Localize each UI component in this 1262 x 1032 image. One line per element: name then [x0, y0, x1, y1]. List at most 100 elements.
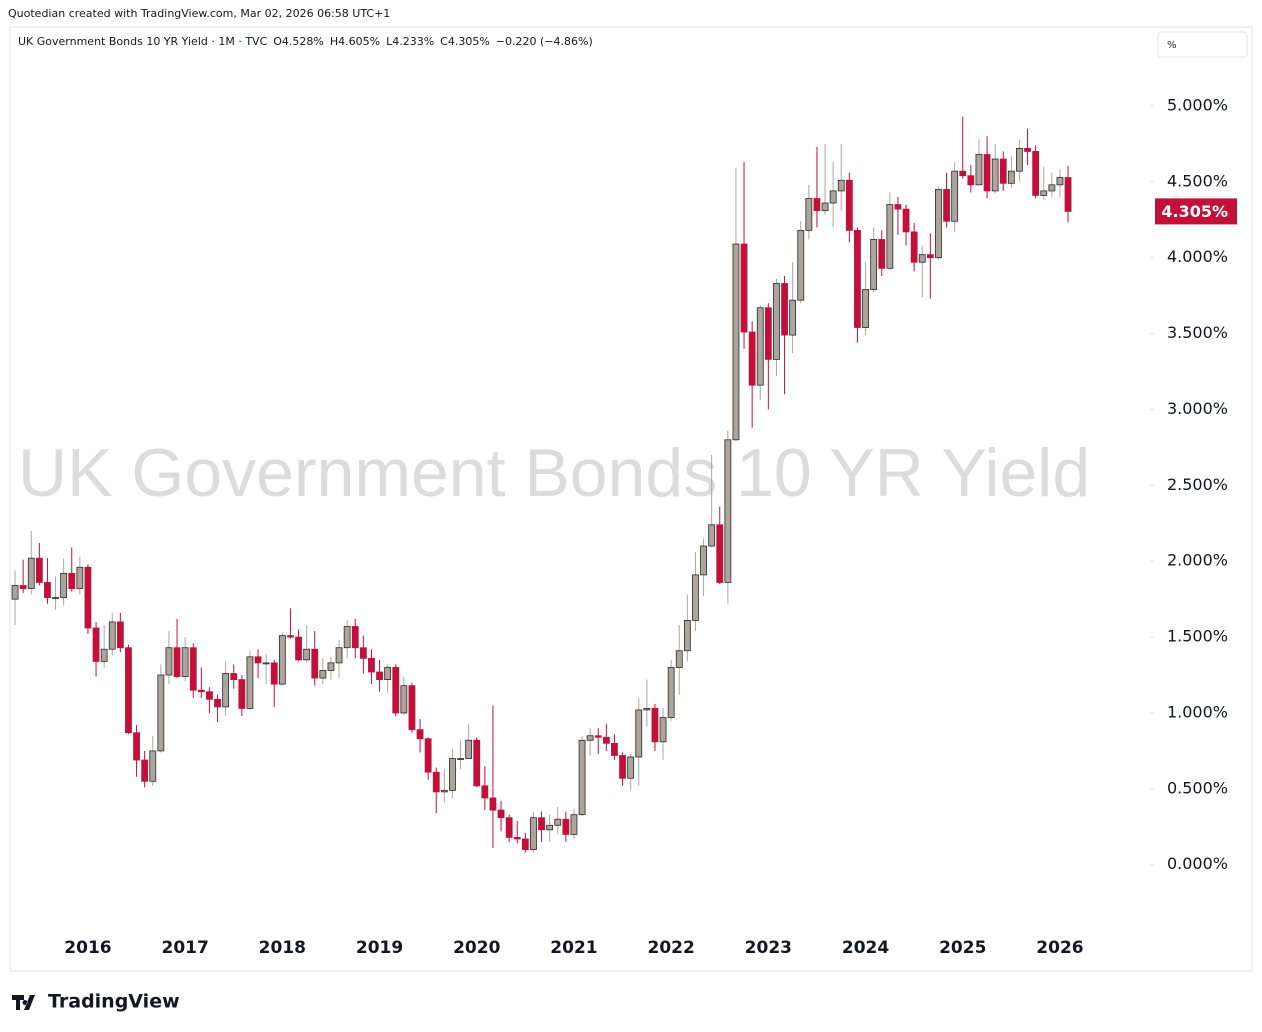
- candle-body: [1032, 151, 1040, 196]
- candle-body: [432, 771, 440, 793]
- candle-body: [967, 175, 975, 186]
- candle-body: [505, 817, 513, 838]
- y-tick-label: 4.000%: [1167, 247, 1228, 266]
- candle-body: [19, 585, 27, 589]
- y-tick-label: 4.500%: [1167, 171, 1228, 190]
- candle-body: [837, 179, 845, 192]
- candle-body: [659, 717, 667, 743]
- y-tick-label: 3.500%: [1167, 323, 1228, 342]
- candle-body: [440, 789, 448, 793]
- candle-body: [821, 202, 829, 212]
- x-tick-label: 2019: [356, 938, 403, 958]
- candle-body: [173, 647, 181, 677]
- last-price-label: 4.305%: [1161, 202, 1228, 221]
- legend-value: O4.528%: [273, 35, 324, 48]
- candle-body: [611, 742, 618, 756]
- candle-body: [740, 243, 748, 333]
- brand: TradingView: [48, 991, 180, 1013]
- candle-body: [667, 667, 675, 718]
- y-tick-label: 3.000%: [1167, 399, 1228, 418]
- candle-body: [797, 229, 805, 301]
- candle-body: [84, 566, 92, 629]
- candle-body: [189, 647, 197, 691]
- candle-body: [530, 817, 537, 850]
- candle-body: [246, 656, 254, 709]
- candle-body: [287, 635, 294, 638]
- candle-body: [781, 283, 788, 336]
- candle-body: [918, 254, 926, 263]
- candle-body: [635, 709, 643, 758]
- candle-body: [716, 524, 724, 583]
- candle-body: [262, 662, 270, 665]
- candle-body: [116, 621, 124, 649]
- candle-body: [424, 738, 432, 773]
- candle-body: [473, 739, 481, 787]
- x-tick-label: 2025: [939, 938, 986, 958]
- candle-body: [68, 572, 76, 589]
- candle-body: [1056, 177, 1064, 186]
- candle-body: [416, 729, 424, 740]
- candle-body: [489, 797, 497, 811]
- candle-body: [319, 670, 327, 679]
- candle-body: [943, 188, 950, 222]
- unit-button[interactable]: [1157, 31, 1248, 58]
- candle-body: [303, 648, 311, 661]
- x-tick-label: 2022: [647, 938, 694, 958]
- candle-body: [983, 154, 991, 192]
- y-tick-label: 0.000%: [1167, 854, 1228, 873]
- candle-body: [902, 208, 910, 233]
- candle-body: [1064, 177, 1072, 212]
- candle-body: [497, 809, 505, 819]
- x-tick-label: 2020: [453, 938, 500, 958]
- candle-body: [1048, 184, 1056, 192]
- candle-body: [1040, 190, 1048, 196]
- candle-body: [1024, 148, 1031, 152]
- y-tick-label: 5.000%: [1167, 95, 1228, 114]
- unit-button-label[interactable]: %: [1167, 40, 1177, 51]
- candle-body: [764, 307, 772, 360]
- candle-body: [311, 648, 319, 679]
- y-tick-label: 0.500%: [1167, 778, 1228, 797]
- candle-body: [449, 758, 456, 791]
- y-tick-label: 2.000%: [1167, 551, 1228, 570]
- x-tick-label: 2017: [161, 938, 208, 958]
- candle-body: [1007, 170, 1015, 184]
- candle-body: [408, 685, 416, 731]
- legend-change: −0.220 (−4.86%): [496, 35, 593, 48]
- candle-body: [157, 674, 165, 752]
- candle-body: [602, 736, 610, 744]
- candle-body: [813, 198, 821, 212]
- candle-body: [805, 198, 813, 231]
- x-tick-label: 2024: [842, 938, 889, 958]
- legend-value: H4.605%: [330, 35, 380, 48]
- candle-body: [999, 158, 1007, 184]
- candle-body: [951, 170, 959, 222]
- candle-body: [708, 524, 716, 547]
- candle-body: [675, 650, 683, 668]
- candle-body: [465, 739, 473, 759]
- candle-body: [886, 204, 894, 269]
- candle-body: [926, 254, 934, 259]
- candle-body: [295, 636, 302, 661]
- candle-body: [222, 673, 230, 708]
- candle-body: [619, 755, 626, 779]
- candle-body: [724, 439, 732, 583]
- candle-body: [359, 647, 367, 659]
- candle-body: [165, 647, 173, 676]
- candle-body: [400, 685, 408, 714]
- candle-body: [327, 662, 335, 671]
- candle-body: [44, 582, 51, 599]
- candle-body: [643, 708, 651, 711]
- candle-body: [554, 818, 562, 826]
- candle-body: [773, 283, 780, 360]
- candle-body: [141, 759, 149, 782]
- candle-body: [149, 750, 157, 782]
- candle-body: [878, 239, 886, 269]
- candle-body: [845, 179, 853, 231]
- candle-body: [789, 299, 797, 336]
- watermark: UK Government Bonds 10 YR Yield: [18, 435, 1090, 511]
- candle-body: [546, 824, 554, 831]
- candle-body: [683, 620, 691, 652]
- candle-body: [910, 231, 918, 263]
